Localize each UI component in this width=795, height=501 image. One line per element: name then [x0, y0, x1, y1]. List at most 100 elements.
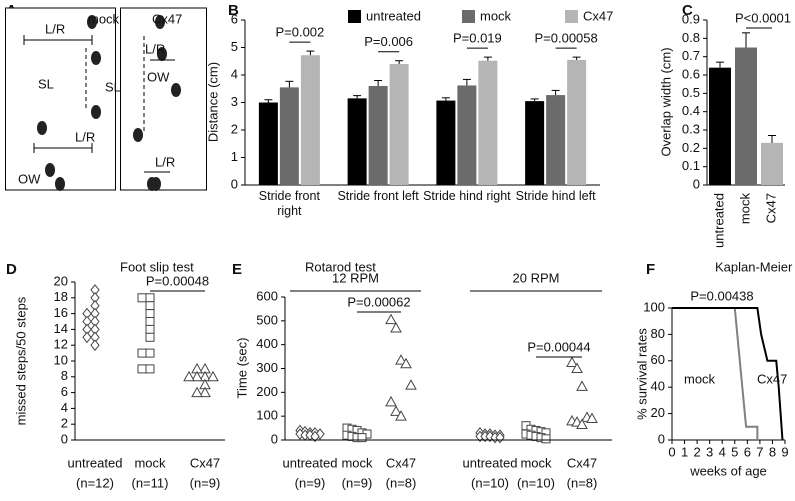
point [137, 364, 147, 374]
point [137, 348, 147, 358]
point [145, 324, 155, 334]
footprint-label: L/R [155, 154, 175, 169]
footprint-label: SL [38, 76, 54, 91]
y-tick-label: 0.3 [682, 121, 700, 136]
x-tick-label: mock [134, 455, 166, 470]
p-value: P=0.002 [275, 25, 324, 40]
p-value: P=0.00062 [347, 294, 410, 309]
x-tick-label: 2 [693, 444, 700, 459]
x-tick-note: (n=9) [342, 475, 373, 490]
chart-title: Rotarod test [305, 259, 376, 274]
footprint-label: L/R [145, 41, 165, 56]
x-tick-note: (n=8) [386, 475, 417, 490]
group-label: 12 RPM [332, 270, 379, 285]
y-tick-label: 20 [651, 405, 665, 420]
y-tick-label: 6 [231, 11, 238, 26]
footprint-label: SL [105, 79, 121, 94]
footprint [37, 121, 47, 135]
x-tick-label: Stride front right [258, 189, 320, 218]
y-tick-label: 10 [54, 352, 68, 367]
x-tick-label: untreated [463, 455, 518, 470]
y-axis-label: % survival rates [634, 328, 649, 420]
chart-title: Kaplan-Meier [715, 259, 793, 274]
point [145, 332, 155, 342]
y-tick-label: 5 [231, 39, 238, 54]
point [395, 354, 407, 365]
panel-label: C [682, 2, 693, 19]
error-bar [551, 89, 560, 96]
point [183, 370, 195, 382]
point [385, 395, 397, 407]
footprint-label: OW [147, 69, 170, 84]
error-bar [742, 32, 750, 48]
y-tick-label: 0.4 [682, 103, 700, 118]
point [576, 418, 588, 430]
bar [567, 59, 587, 185]
y-tick-label: 0 [693, 176, 700, 191]
x-tick-note: (n=9) [295, 475, 326, 490]
error-bar [716, 61, 724, 68]
footprint-label: L/R [75, 129, 95, 144]
survival-line [672, 307, 784, 441]
bar [478, 60, 498, 186]
p-value: P=0.019 [453, 31, 502, 46]
x-tick-label: Cx47 [763, 193, 778, 223]
x-tick-note: (n=10) [471, 475, 509, 490]
error-bar [353, 95, 362, 99]
footprint [147, 177, 157, 191]
y-tick-label: 600 [256, 288, 278, 303]
p-value: P=0.006 [364, 34, 413, 49]
panel-label: F [646, 261, 655, 278]
footprint [155, 15, 165, 29]
panel-label: E [232, 261, 242, 278]
legend-label: mock [480, 8, 512, 23]
point [90, 339, 100, 352]
point [145, 317, 155, 326]
point [576, 380, 588, 391]
y-tick-label: 300 [256, 360, 278, 375]
bar [457, 85, 477, 185]
x-tick-label: 4 [719, 444, 726, 459]
y-tick-label: 0.2 [682, 140, 700, 155]
y-tick-label: 80 [651, 326, 665, 341]
y-tick-label: 3 [231, 94, 238, 109]
point [395, 410, 407, 421]
x-tick-label: Cx47 [190, 455, 220, 470]
point [310, 430, 320, 443]
series-label: Cx47 [757, 371, 787, 386]
y-tick-label: 60 [651, 352, 665, 367]
error-bar [306, 50, 315, 56]
x-tick-label-box: Stride front left [337, 189, 419, 203]
image-title: mock [88, 11, 120, 26]
x-tick-label: Stride front left [337, 189, 419, 203]
x-tick-note: (n=11) [132, 475, 169, 490]
x-tick-label: 1 [681, 444, 688, 459]
x-tick-label: mock [520, 455, 552, 470]
error-bar [441, 97, 450, 101]
point [357, 433, 367, 443]
x-tick-note: (n=10) [517, 475, 555, 490]
image-frame [120, 7, 207, 191]
error-bar [572, 56, 581, 60]
point [191, 370, 203, 382]
footprint-label: OW [18, 171, 41, 186]
bar [546, 95, 566, 185]
x-tick-label: 0 [668, 444, 675, 459]
p-value: P=0.00048 [146, 273, 209, 288]
y-tick-label: 40 [651, 379, 665, 394]
x-tick-label: 9 [781, 444, 788, 459]
legend-label: untreated [366, 8, 421, 23]
point [145, 348, 155, 358]
y-tick-label: 20 [54, 273, 68, 288]
y-tick-label: 0.7 [682, 48, 700, 63]
error-bar [462, 78, 471, 86]
footprint [171, 83, 181, 97]
point [145, 309, 155, 319]
footprint [91, 51, 101, 65]
footprint [87, 15, 97, 29]
chart-title: Foot slip test [120, 259, 194, 274]
error-bar [374, 80, 383, 86]
x-tick-note: (n=8) [567, 475, 598, 490]
y-tick-label: 100 [256, 408, 278, 423]
legend-swatch [348, 10, 361, 23]
